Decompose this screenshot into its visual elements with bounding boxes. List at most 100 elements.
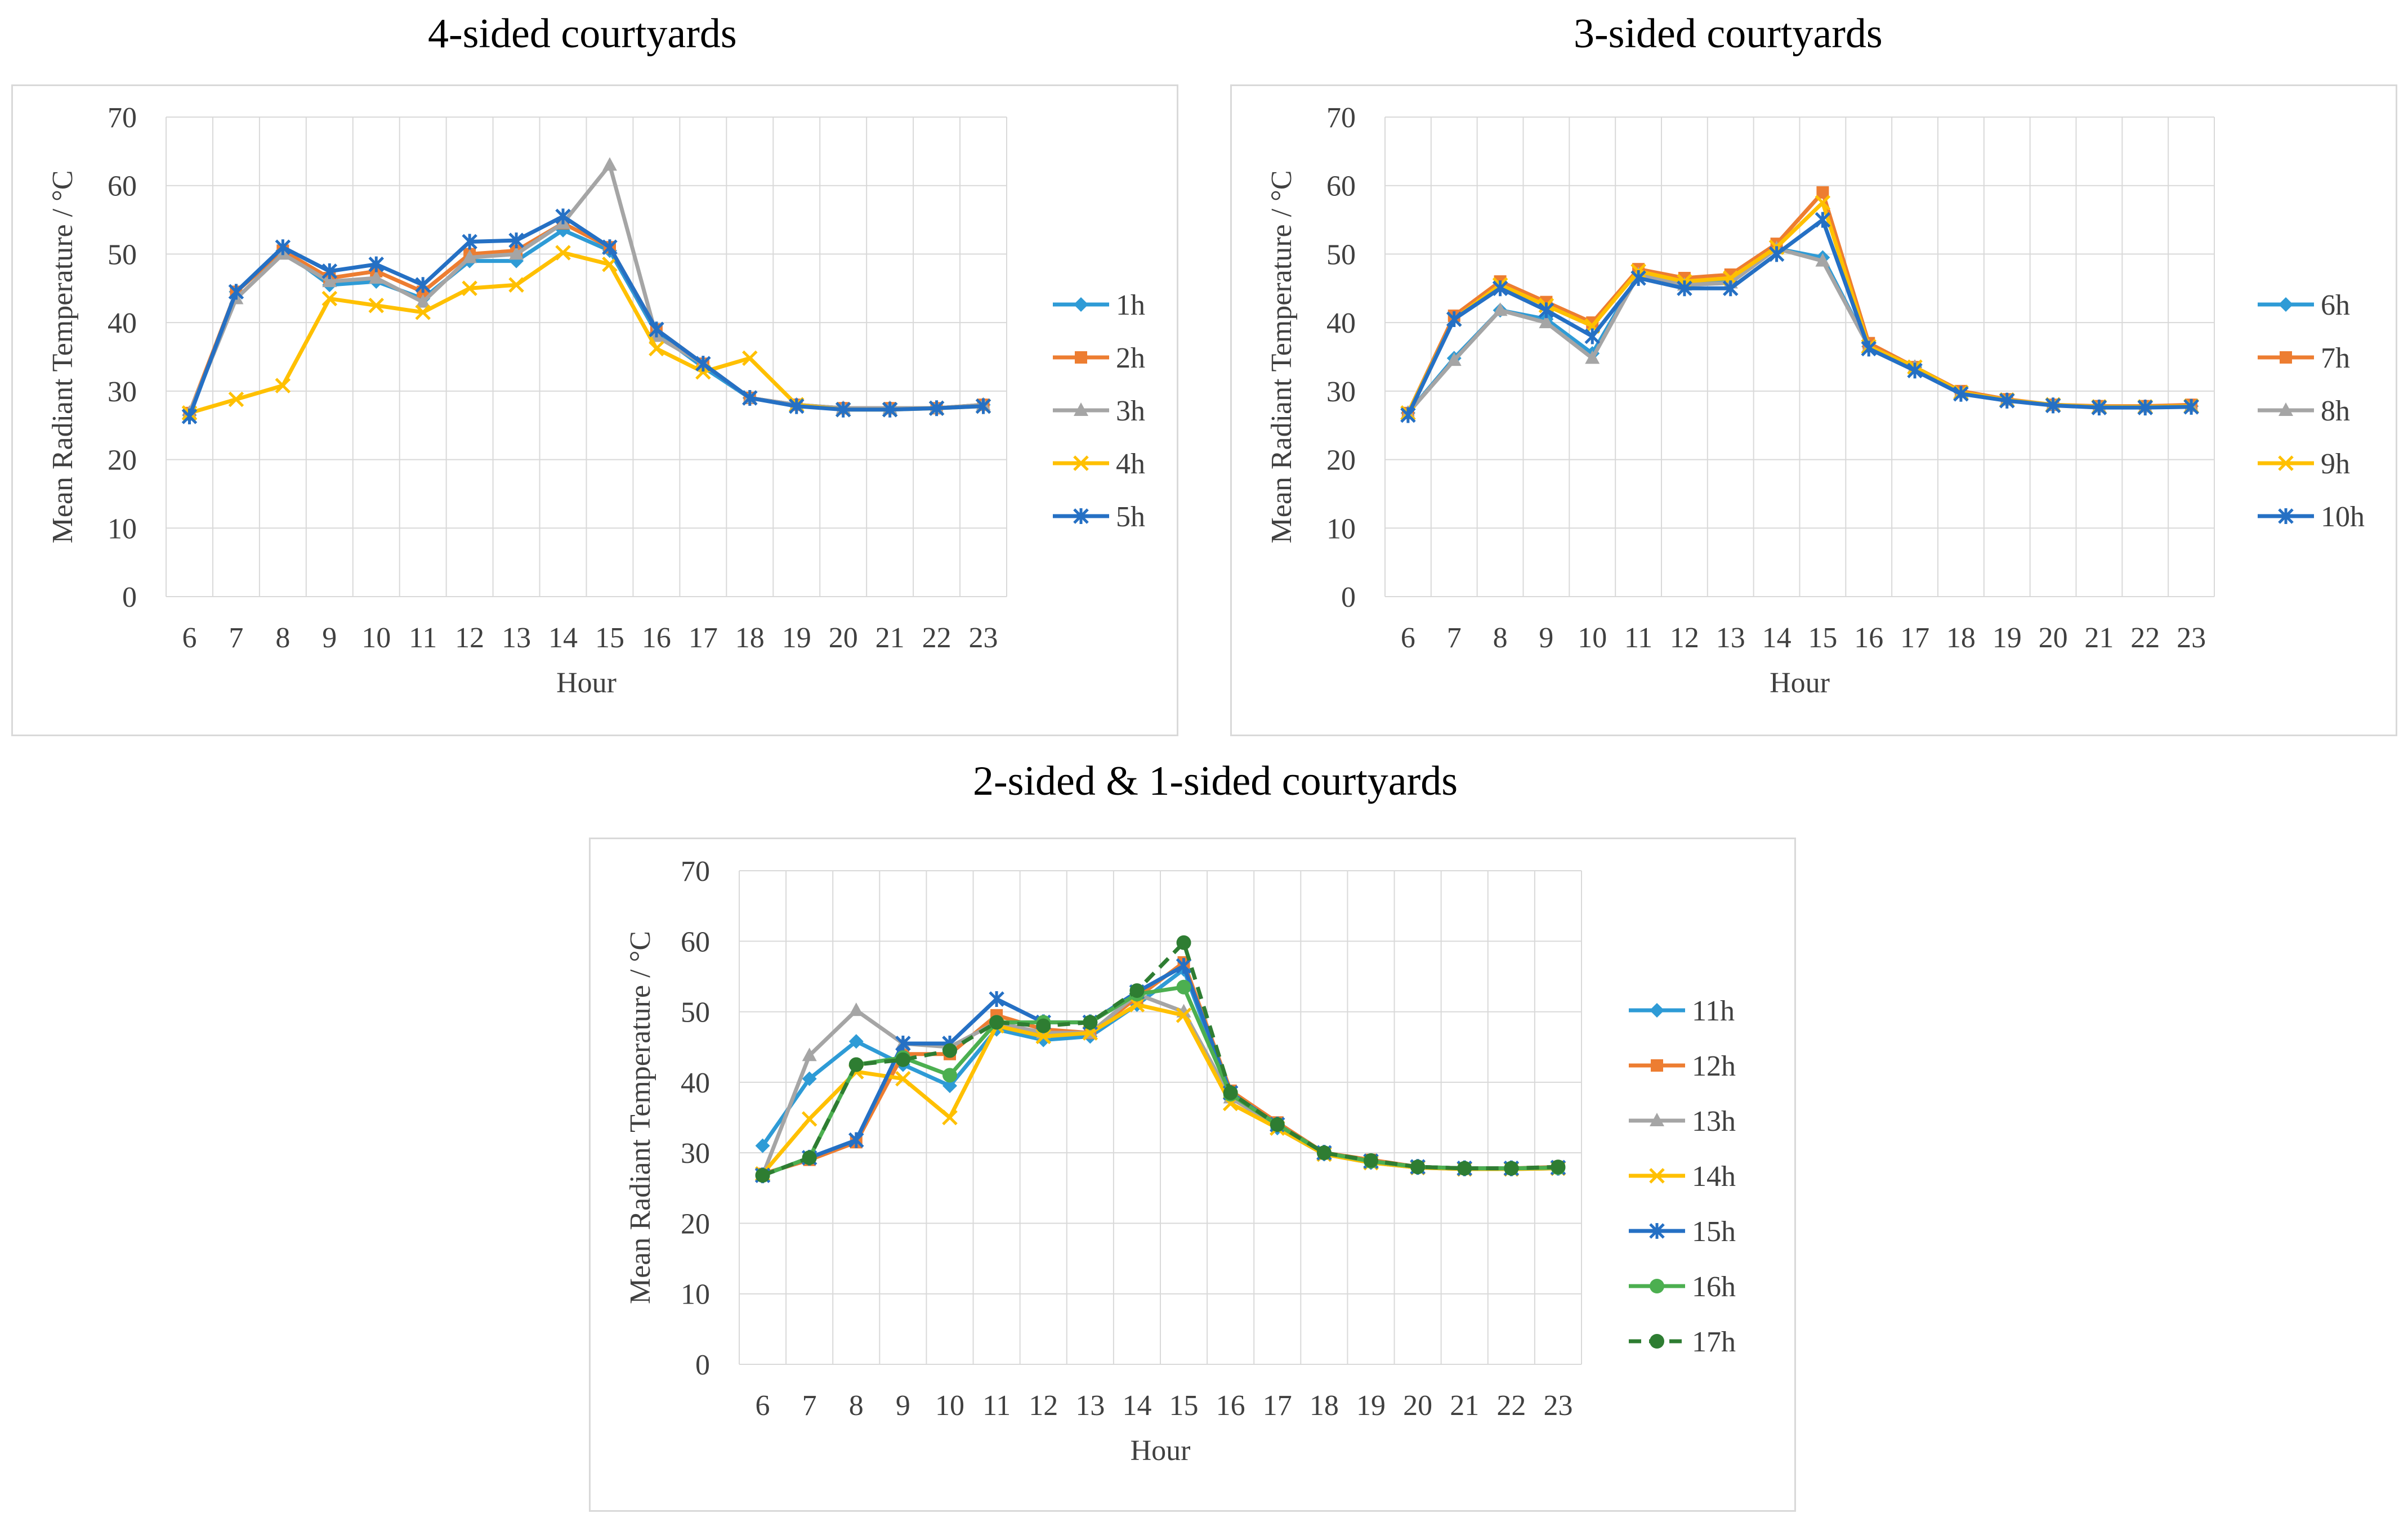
data-point-17h [755, 1168, 770, 1183]
data-point-3h [369, 270, 384, 284]
chart-four-sided-svg: 0 10 20 30 40 50 60 70 6 7 8 9 10 11 12 13 14 15 16 17 18 19 2… [47, 102, 1145, 699]
series-line-10h [1406, 218, 2192, 416]
x-tick-label: 9 [896, 1390, 910, 1422]
data-point-8h [1585, 350, 1600, 364]
x-tick-label: 15 [1169, 1390, 1199, 1422]
x-tick-label: 10 [935, 1390, 964, 1422]
y-tick-label: 20 [108, 445, 137, 477]
x-tick-label: 16 [642, 622, 671, 654]
legend-label: 11h [1692, 995, 1735, 1027]
data-point-11h [802, 1071, 817, 1086]
legend-item-15h: 15h [1629, 1216, 1736, 1248]
series-line-17h [762, 941, 1558, 1177]
legend-item-4h: 4h [1053, 448, 1145, 480]
data-point-17h [1176, 935, 1191, 950]
data-point-8h [1539, 315, 1554, 329]
legend-item-17h: 17h [1629, 1326, 1736, 1358]
data-point-8h [1815, 253, 1830, 267]
x-tick-label: 18 [1946, 622, 1976, 654]
data-point-11h [848, 1034, 864, 1049]
legend-label: 13h [1692, 1105, 1736, 1138]
data-point-16h [1176, 979, 1191, 995]
legend-label: 6h [2321, 289, 2350, 321]
series-10h [1400, 212, 2199, 423]
y-tick-label: 0 [695, 1349, 710, 1381]
data-point-5h [835, 401, 851, 418]
x-tick-label: 15 [595, 622, 624, 654]
legend-label: 3h [1116, 395, 1145, 427]
data-point-10h [1907, 362, 1923, 379]
chart-two-one-sided-svg: 0 10 20 30 40 50 60 70 6 7 8 9 10 11 12 13 14 15 16 17 18 19 2… [624, 856, 1736, 1467]
legend-item-12h: 12h [1629, 1050, 1736, 1082]
legend-label: 15h [1692, 1216, 1736, 1248]
y-tick-label: 10 [681, 1279, 710, 1311]
series-17h [755, 935, 1566, 1183]
legend-marker-8h [2279, 402, 2293, 416]
data-point-4h [462, 280, 477, 297]
data-point-10h [1538, 302, 1554, 319]
legend-item-3h: 3h [1053, 395, 1145, 427]
data-point-15h [895, 1035, 911, 1051]
y-tick-label: 40 [681, 1067, 710, 1099]
x-tick-label: 18 [735, 622, 765, 654]
data-point-4h [602, 256, 618, 272]
data-point-3h [416, 294, 431, 308]
x-tick-label: 20 [829, 622, 858, 654]
x-tick-label: 12 [455, 622, 484, 654]
x-tick-label: 21 [1450, 1390, 1479, 1422]
x-tick-label: 11 [1624, 622, 1652, 654]
data-point-5h [695, 356, 711, 372]
x-tick-label: 14 [548, 622, 578, 654]
data-point-17h [895, 1052, 910, 1067]
data-point-5h [321, 263, 338, 279]
legend-item-8h: 8h [2258, 395, 2350, 427]
y-axis-label: Mean Radiant Temperature / °C [1266, 170, 1298, 543]
legend-item-14h: 14h [1629, 1161, 1736, 1193]
x-tick-label: 17 [689, 622, 718, 654]
x-tick-label: 17 [1263, 1390, 1292, 1422]
data-point-10h [2183, 398, 2199, 415]
legend-marker-3h [1074, 402, 1088, 416]
data-point-17h [1129, 983, 1145, 998]
legend-item-9h: 9h [2258, 448, 2350, 480]
data-point-17h [1364, 1153, 1378, 1168]
data-point-5h [788, 398, 805, 414]
data-point-17h [1504, 1161, 1519, 1176]
y-tick-label: 50 [108, 239, 137, 271]
data-point-5h [462, 234, 477, 250]
y-axis-label: Mean Radiant Temperature / °C [624, 931, 656, 1304]
gridlines [739, 870, 1582, 1365]
legend-label: 7h [2321, 342, 2350, 374]
data-point-5h [181, 408, 198, 424]
data-point-17h [1270, 1117, 1285, 1132]
data-point-5h [555, 208, 571, 225]
legend-item-16h: 16h [1629, 1271, 1736, 1303]
data-point-8h [1493, 302, 1508, 316]
chart-title-three-sided: 3-sided courtyards [1574, 11, 1883, 57]
x-tick-label: 17 [1900, 622, 1929, 654]
x-tick-label: 16 [1216, 1390, 1245, 1422]
x-tick-label: 14 [1122, 1390, 1151, 1422]
x-tick-label: 8 [275, 622, 290, 654]
y-tick-label: 60 [1326, 171, 1356, 203]
x-tick-label: 20 [2039, 622, 2068, 654]
gridlines [1384, 117, 2215, 597]
data-point-11h [942, 1078, 957, 1094]
x-tick-label: 23 [1543, 1390, 1572, 1422]
data-point-14h [801, 1111, 817, 1127]
x-tick-label: 15 [1808, 622, 1837, 654]
data-point-17h [1551, 1159, 1566, 1175]
gridlines [166, 117, 1007, 597]
x-tick-label: 12 [1670, 622, 1699, 654]
x-tick-label: 13 [1716, 622, 1745, 654]
legend-label: 2h [1116, 342, 1145, 374]
data-point-4h [555, 245, 571, 261]
legend-marker-9h [2278, 455, 2294, 471]
data-point-17h [1457, 1161, 1472, 1176]
data-point-17h [1083, 1015, 1098, 1030]
legend-label: 1h [1116, 289, 1145, 321]
legend-item-5h: 5h [1053, 501, 1145, 533]
data-point-14h [1035, 1028, 1051, 1045]
x-tick-label: 9 [1539, 622, 1553, 654]
legend-item-7h: 7h [2258, 342, 2350, 374]
